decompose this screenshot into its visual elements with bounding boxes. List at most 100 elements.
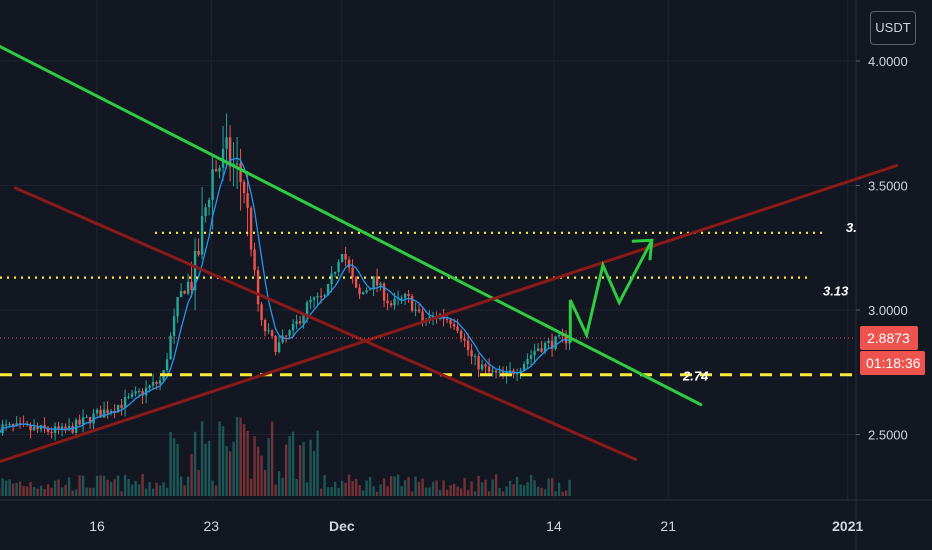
candle-body — [368, 289, 372, 291]
candle-body — [253, 249, 256, 271]
volume-bar — [4, 480, 8, 496]
projection-arrowhead — [631, 238, 654, 261]
volume-bar — [165, 487, 169, 496]
trendline-ascending-support — [0, 164, 899, 464]
currency-button[interactable]: USDT — [870, 11, 916, 45]
time-tick-label: 2021 — [832, 518, 863, 534]
candle-body — [78, 419, 81, 425]
volume-bar — [218, 421, 221, 496]
candle-body — [414, 309, 417, 311]
candle-body — [351, 267, 354, 278]
volume-bar — [1, 478, 4, 496]
volume-bar — [155, 482, 158, 496]
candle-body — [358, 287, 361, 295]
volume-bar — [53, 480, 57, 496]
candle-body — [508, 370, 512, 372]
volume-bar — [295, 478, 298, 496]
candle-body — [470, 350, 473, 357]
candle-body — [242, 182, 246, 194]
volume-bar — [491, 479, 494, 496]
volume-bar — [256, 446, 260, 496]
volume-bar — [484, 479, 487, 496]
candle-body — [218, 167, 221, 172]
time-tick-label: 14 — [546, 518, 562, 534]
candle-body — [46, 428, 50, 432]
candle-body — [141, 391, 144, 396]
volume-bar — [183, 485, 186, 496]
volume-bar — [85, 487, 88, 496]
volume-bar — [449, 485, 452, 496]
candle-body — [267, 330, 270, 332]
volume-bar — [522, 485, 526, 496]
candle-body — [498, 371, 501, 373]
volume-bar — [372, 486, 375, 496]
candle-body — [515, 373, 519, 375]
volume-bar — [113, 479, 116, 496]
volume-bar — [470, 481, 473, 496]
volume-bar — [246, 430, 249, 496]
volume-bar — [106, 479, 109, 496]
candle-body — [134, 391, 137, 394]
candle-body — [316, 296, 319, 298]
volume-bar — [326, 487, 330, 496]
volume-bar — [186, 476, 190, 496]
candle-body — [144, 387, 148, 396]
candle-body — [235, 163, 239, 165]
volume-bar — [11, 483, 15, 496]
time-tick-label: 21 — [660, 518, 676, 534]
candle-body — [333, 271, 337, 274]
candle-body — [554, 336, 557, 349]
volume-bar — [134, 480, 137, 496]
time-axis[interactable]: 1623Dec142120218 — [89, 518, 932, 534]
candle-body — [284, 335, 288, 337]
volume-bar — [211, 480, 214, 496]
candle-body — [389, 303, 393, 306]
time-tick-label: 23 — [203, 518, 219, 534]
candle-body — [543, 343, 547, 352]
volume-bar — [214, 485, 218, 496]
candle-body — [172, 316, 176, 336]
volume-bar — [291, 431, 295, 496]
volume-bar — [487, 491, 491, 496]
price-tick-label: 3.0000 — [868, 303, 908, 318]
volume-bar — [176, 443, 179, 496]
volume-bar — [221, 426, 225, 496]
volume-bar — [25, 486, 29, 496]
volume-bar — [281, 477, 284, 496]
volume-bar — [494, 474, 498, 496]
candle-body — [190, 281, 193, 291]
volume-bar — [403, 480, 407, 496]
candle-body — [246, 193, 249, 208]
volume-bar — [435, 480, 438, 496]
candle-body — [137, 391, 141, 393]
volume-bar — [302, 441, 305, 496]
volume-bar — [232, 441, 235, 496]
volume-bar — [473, 491, 477, 496]
candle-body — [386, 300, 389, 304]
volume-bar — [60, 487, 64, 496]
volume-bar — [393, 476, 396, 496]
candle-body — [200, 216, 204, 255]
candle-body — [116, 404, 120, 412]
candle-body — [32, 426, 36, 431]
candle-body — [92, 413, 95, 424]
volume-bar — [557, 482, 561, 496]
candle-body — [148, 385, 151, 388]
candle-body — [74, 419, 78, 433]
volume-bar — [162, 482, 165, 496]
volume-bar — [102, 475, 106, 496]
volume-bar — [421, 478, 424, 496]
candle-body — [421, 311, 424, 322]
candle-body — [305, 302, 309, 315]
candle-body — [302, 314, 305, 324]
volume-bar — [526, 482, 529, 496]
price-axis[interactable]: 4.0000 3.5000 3.0000 2.5000 2.8873 01:18:36 — [856, 54, 925, 443]
trendline-descending-resistance — [0, 44, 703, 407]
volume-bar — [298, 445, 302, 496]
candle-body — [557, 334, 561, 337]
volume-bar — [554, 491, 557, 496]
candle-body — [169, 335, 172, 360]
price-tick-label: 4.0000 — [868, 54, 908, 69]
